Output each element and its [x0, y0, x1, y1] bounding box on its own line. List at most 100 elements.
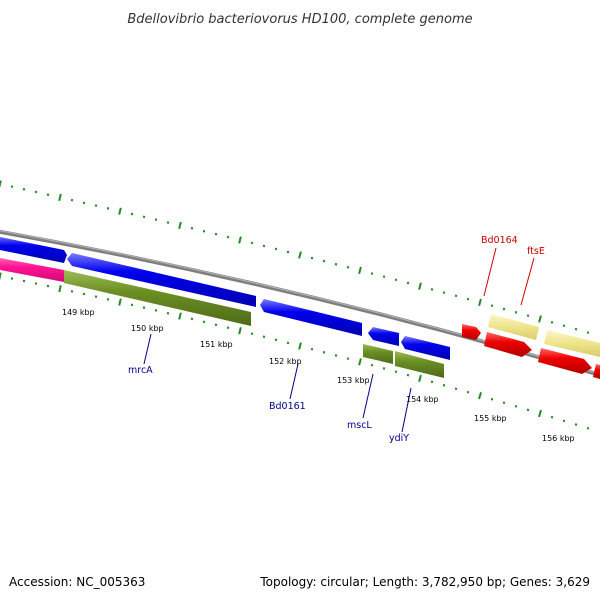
major-tick-mark [418, 282, 422, 290]
major-tick-mark [0, 180, 2, 188]
minor-tick-mark [214, 232, 218, 236]
minor-tick-mark [334, 262, 338, 266]
major-tick-mark [478, 298, 482, 307]
pink-feature [0, 257, 64, 282]
minor-tick-mark [514, 311, 518, 314]
major-tick-mark [238, 236, 242, 244]
minor-tick-mark [586, 426, 590, 430]
minor-tick-mark [574, 423, 578, 426]
minor-tick-mark [202, 320, 206, 324]
red-feature-4 [593, 364, 600, 379]
major-tick-mark [538, 409, 542, 418]
minor-tick-mark [574, 327, 578, 331]
cds-ydiY-feature [401, 336, 450, 360]
khaki-feature-ftsE [488, 314, 539, 340]
minor-tick-mark [430, 288, 434, 291]
minor-tick-mark [250, 241, 254, 245]
minor-tick-mark [550, 415, 554, 419]
minor-tick-mark [154, 218, 158, 221]
minor-tick-mark [262, 335, 266, 339]
minor-tick-mark [526, 314, 530, 317]
tick-label: 155 kbp [474, 414, 507, 423]
major-tick-mark [538, 315, 542, 323]
major-tick-mark [358, 358, 362, 366]
minor-tick-mark [322, 350, 326, 354]
minor-tick-mark [514, 405, 518, 408]
tick-label: 156 kbp [542, 434, 575, 443]
minor-tick-mark [190, 317, 194, 321]
minor-tick-mark [490, 397, 494, 401]
tick-label: 154 kbp [406, 395, 439, 404]
minor-tick-mark [322, 259, 326, 263]
minor-tick-mark [562, 324, 566, 328]
minor-tick-mark [406, 281, 410, 285]
major-tick-mark [58, 285, 62, 293]
backbone-ring-highlight [0, 230, 600, 375]
outer-tick-track [0, 180, 590, 334]
tick-label: 150 kbp [131, 324, 164, 333]
leader-ftsE [520, 257, 535, 306]
major-tick-mark [178, 312, 182, 320]
minor-tick-mark [586, 331, 590, 334]
minor-tick-mark [214, 323, 218, 327]
minor-tick-mark [166, 221, 170, 224]
gc-skew-feature-3 [395, 351, 444, 378]
major-tick-mark [118, 298, 122, 306]
gene-label-ydiY: ydiY [389, 433, 409, 444]
tick-label: 153 kbp [337, 376, 370, 385]
minor-tick-mark [454, 294, 458, 298]
major-tick-mark [418, 374, 422, 383]
minor-tick-mark [226, 235, 230, 239]
major-tick-mark [178, 221, 182, 230]
minor-tick-mark [466, 390, 470, 394]
gene-label-mrcA: mrcA [128, 365, 153, 376]
minor-tick-mark [382, 367, 386, 370]
label-leaders [143, 247, 535, 433]
minor-tick-mark [202, 229, 206, 233]
minor-tick-mark [130, 212, 134, 216]
leader-Bd0164 [483, 247, 497, 297]
minor-tick-mark [562, 419, 566, 423]
minor-tick-mark [262, 244, 266, 248]
minor-tick-mark [226, 326, 230, 330]
scale-tick-labels: 149 kbp 150 kbp 151 kbp 152 kbp 153 kbp … [62, 308, 575, 443]
gc-skew-feature [64, 270, 251, 326]
cds-Bd0161-feature [260, 299, 362, 336]
major-tick-mark [118, 207, 122, 215]
major-tick-mark [358, 266, 362, 275]
cds-mrcA-feature [67, 253, 256, 307]
minor-tick-mark [430, 380, 434, 384]
gene-label-Bd0161: Bd0161 [269, 401, 306, 412]
minor-tick-mark [346, 265, 350, 269]
gene-label-Bd0164: Bd0164 [481, 235, 518, 246]
leader-ydiY [401, 387, 412, 433]
minor-tick-mark [274, 338, 278, 342]
minor-tick-mark [250, 332, 254, 336]
leader-mscL [362, 373, 374, 419]
minor-tick-mark [502, 307, 506, 311]
gene-labels: mrcA Bd0161 mscL ydiY Bd0164 ftsE [128, 235, 545, 444]
tick-label: 149 kbp [62, 308, 95, 317]
genome-summary-text: Topology: circular; Length: 3,782,950 bp… [259, 575, 590, 589]
gene-label-mscL: mscL [347, 420, 372, 431]
cds-mscL-feature [368, 327, 399, 346]
minor-tick-mark [526, 408, 530, 412]
minor-tick-mark [166, 311, 170, 315]
minor-tick-mark [466, 297, 470, 301]
minor-tick-mark [310, 256, 314, 260]
major-tick-mark [298, 342, 302, 350]
minor-tick-mark [550, 321, 554, 324]
minor-tick-mark [346, 357, 350, 360]
minor-tick-mark [370, 363, 374, 367]
minor-tick-mark [394, 278, 398, 282]
major-tick-mark [298, 251, 302, 259]
major-tick-mark [238, 327, 242, 335]
minor-tick-mark [382, 275, 386, 278]
scale-tick-track [0, 272, 590, 430]
minor-tick-mark [454, 387, 458, 391]
minor-tick-mark [286, 341, 290, 345]
minor-tick-mark [190, 226, 194, 230]
minor-tick-mark [442, 383, 446, 387]
gc-skew-feature-2 [363, 344, 393, 364]
minor-tick-mark [490, 304, 494, 307]
